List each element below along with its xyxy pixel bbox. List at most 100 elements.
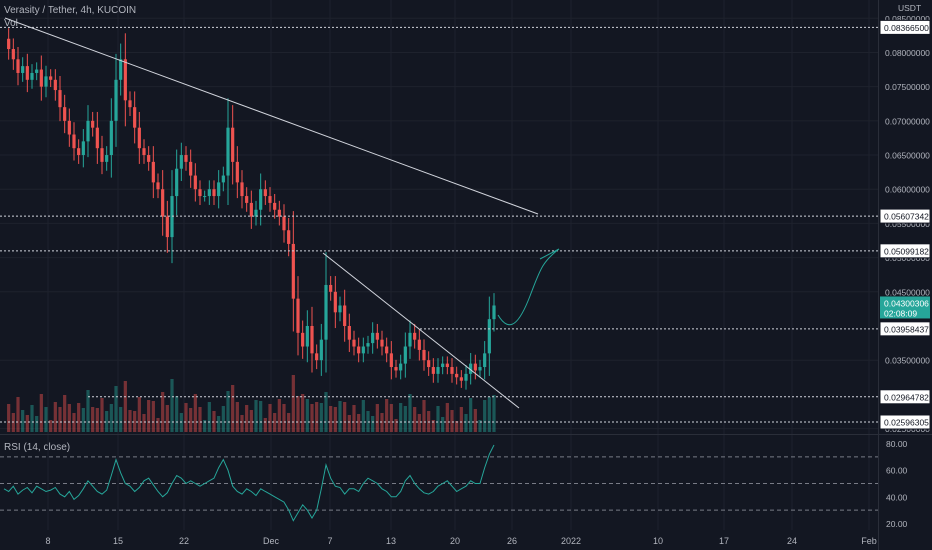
volume-bar [268,404,272,432]
candle [39,69,43,87]
volume-bar [436,406,440,432]
candle [25,66,29,80]
volume-bar [273,413,277,432]
candle [352,339,356,347]
time-label: 26 [507,536,517,546]
volume-bar [30,405,34,432]
price-axis: 0.08500000 0.08000000 0.07500000 0.07000000… [879,3,931,529]
level-label: 0.03958437 [884,324,929,334]
candle [156,182,160,190]
volume-bar [403,406,407,432]
candle [212,189,216,197]
volume-bar [189,408,193,432]
candle [81,141,85,156]
volume-bar [324,392,328,432]
volume-bar [198,407,202,432]
candle [422,349,426,361]
volume-bar [58,407,62,432]
volume-bar [49,420,53,432]
volume-bar [315,402,319,432]
candle [114,79,118,121]
volume-bar [338,401,342,432]
volume-bar [445,403,449,432]
candle [385,346,389,354]
volume-bar [464,414,468,432]
candle [263,189,267,197]
volume-bar [133,411,137,432]
candle [198,189,202,197]
volume-bar [86,390,90,432]
volume-bar [165,405,169,432]
candle [72,134,76,149]
candle [366,343,370,347]
volume-bar [245,405,249,432]
candle [231,127,235,162]
volume-bar [175,396,179,432]
current-price-box [880,296,930,319]
candle [431,367,435,374]
level-label: 0.05099182 [884,246,929,256]
volume-bar [389,404,393,432]
price-tick: 0.08000000 [885,48,930,58]
price-tick: 0.07500000 [885,82,930,92]
volume-bar [179,413,183,432]
level-label: 0.02596305 [884,417,929,427]
candle [7,38,11,50]
volume-bar [394,419,398,432]
candle [44,76,48,87]
candle [315,353,319,361]
candle [86,120,90,142]
candle [11,49,15,60]
candle [408,332,412,347]
candle [469,363,473,374]
price-tick: 0.03500000 [885,356,930,366]
volume-bar [287,413,291,432]
candle [343,305,347,326]
candle [380,339,384,347]
time-label: 20 [450,536,460,546]
candle [319,339,323,361]
candle [245,196,249,203]
candle [67,120,71,135]
candle [49,76,53,80]
level-box [879,414,931,430]
volume-bar [231,385,235,432]
volume-bar [296,396,300,432]
candle [109,120,113,156]
candle [483,353,487,368]
volume-bar [44,407,48,432]
candle [277,209,281,217]
time-label: 15 [113,536,123,546]
candle [268,196,272,203]
volume-bar [170,379,174,432]
candle [105,155,109,162]
time-label: 24 [787,536,797,546]
rsi-line [3,444,495,522]
trendline-lower [322,252,520,409]
candle [259,189,263,210]
volume-bar [301,394,305,432]
volume-bar [221,406,225,432]
volume-bar [399,403,403,432]
volume-bar [333,407,337,432]
volume-layer [7,375,496,432]
candle [63,107,67,121]
candle [441,363,445,368]
rsi-tick: 20.00 [886,519,908,529]
volume-bar [263,418,267,432]
volume-bar [305,399,309,432]
volume-bar [259,401,263,432]
volume-bar [67,404,71,432]
candle [338,305,342,313]
price-tick: 0.06000000 [885,185,930,195]
price-tick: 0.08500000 [885,14,930,24]
candle [403,346,407,364]
candle [53,79,57,91]
candle [324,284,328,340]
candle [310,326,314,354]
volume-bar [226,391,230,432]
level-label: 0.05607342 [884,212,929,222]
volume-bar [217,416,221,432]
